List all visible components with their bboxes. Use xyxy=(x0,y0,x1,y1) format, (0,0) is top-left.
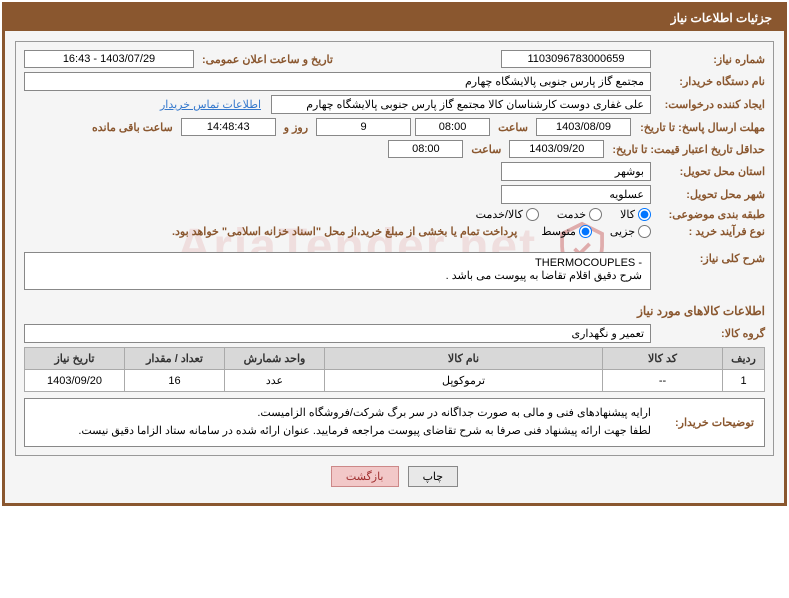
time-label-2: ساعت xyxy=(467,143,505,156)
radio-goods-label: کالا xyxy=(620,208,635,221)
th-name: نام کالا xyxy=(325,348,603,370)
buyer-notes-label: توضیحات خریدار: xyxy=(659,416,754,429)
radio-small-label: جزیی xyxy=(610,225,635,238)
announce-value: 1403/07/29 - 16:43 xyxy=(24,50,194,68)
radio-goods-input[interactable] xyxy=(638,208,651,221)
radio-goods-service-input[interactable] xyxy=(526,208,539,221)
general-desc-label: شرح کلی نیاز: xyxy=(655,252,765,265)
city-label: شهر محل تحویل: xyxy=(655,188,765,201)
th-unit: واحد شمارش xyxy=(225,348,325,370)
radio-small[interactable]: جزیی xyxy=(610,225,651,238)
hours-left: 14:48:43 xyxy=(181,118,276,136)
group-value: تعمیر و نگهداری xyxy=(24,324,651,343)
td-row: 1 xyxy=(723,370,765,392)
requester-value: علی غفاری دوست کارشناسان کالا مجتمع گاز … xyxy=(271,95,651,114)
radio-medium-label: متوسط xyxy=(541,225,576,238)
radio-service-label: خدمت xyxy=(557,208,586,221)
radio-medium[interactable]: متوسط xyxy=(541,225,592,238)
td-unit: عدد xyxy=(225,370,325,392)
radio-goods[interactable]: کالا xyxy=(620,208,651,221)
button-row: چاپ بازگشت xyxy=(15,456,774,493)
province-label: استان محل تحویل: xyxy=(655,165,765,178)
th-row: ردیف xyxy=(723,348,765,370)
print-button[interactable]: چاپ xyxy=(408,466,459,487)
th-qty: تعداد / مقدار xyxy=(125,348,225,370)
content-area: AriaTender.net شماره نیاز: 1103096783000… xyxy=(5,31,784,503)
announce-label: تاریخ و ساعت اعلان عمومی: xyxy=(198,53,337,66)
validity-date: 1403/09/20 xyxy=(509,140,604,158)
radio-goods-service-label: کالا/خدمت xyxy=(476,208,523,221)
general-desc-line1: THERMOCOUPLES - xyxy=(33,257,642,269)
days-left: 9 xyxy=(316,118,411,136)
response-date: 1403/08/09 xyxy=(536,118,631,136)
td-date: 1403/09/20 xyxy=(25,370,125,392)
back-button[interactable]: بازگشت xyxy=(331,466,399,487)
purchase-type-radio-group: جزیی متوسط xyxy=(541,225,651,238)
td-code: -- xyxy=(603,370,723,392)
radio-service-input[interactable] xyxy=(589,208,602,221)
buyer-contact-link[interactable]: اطلاعات تماس خریدار xyxy=(160,98,267,111)
buyer-notes-text: ارایه پیشنهادهای فنی و مالی به صورت جداگ… xyxy=(35,405,651,440)
group-label: گروه کالا: xyxy=(655,327,765,340)
purchase-type-label: نوع فرآیند خرید : xyxy=(655,225,765,238)
radio-small-input[interactable] xyxy=(638,225,651,238)
province-value: بوشهر xyxy=(501,162,651,181)
buyer-notes-box: توضیحات خریدار: ارایه پیشنهادهای فنی و م… xyxy=(24,398,765,447)
response-time: 08:00 xyxy=(415,118,490,136)
th-code: کد کالا xyxy=(603,348,723,370)
days-label: روز و xyxy=(280,121,312,134)
radio-service[interactable]: خدمت xyxy=(557,208,602,221)
city-value: عسلویه xyxy=(501,185,651,204)
th-date: تاریخ نیاز xyxy=(25,348,125,370)
items-table: ردیف کد کالا نام کالا واحد شمارش تعداد /… xyxy=(24,347,765,392)
response-deadline-label: مهلت ارسال پاسخ: تا تاریخ: xyxy=(635,121,765,134)
general-desc-box: THERMOCOUPLES - شرح دقیق اقلام تقاضا به … xyxy=(24,252,651,290)
validity-label: حداقل تاریخ اعتبار قیمت: تا تاریخ: xyxy=(608,143,765,156)
remain-label: ساعت باقی مانده xyxy=(88,121,177,134)
buyer-org-label: نام دستگاه خریدار: xyxy=(655,75,765,88)
td-name: ترموکوپل xyxy=(325,370,603,392)
radio-goods-service[interactable]: کالا/خدمت xyxy=(476,208,539,221)
main-container: جزئیات اطلاعات نیاز AriaTender.net شماره… xyxy=(2,2,787,506)
need-no-label: شماره نیاز: xyxy=(655,53,765,66)
time-label-1: ساعت xyxy=(494,121,532,134)
payment-note: پرداخت تمام یا بخشی از مبلغ خرید،از محل … xyxy=(172,225,517,238)
td-qty: 16 xyxy=(125,370,225,392)
buyer-org-value: مجتمع گاز پارس جنوبی پالایشگاه چهارم xyxy=(24,72,651,91)
need-no-value: 1103096783000659 xyxy=(501,50,651,68)
validity-time: 08:00 xyxy=(388,140,463,158)
category-radio-group: کالا خدمت کالا/خدمت xyxy=(476,208,651,221)
table-row: 1 -- ترموکوپل عدد 16 1403/09/20 xyxy=(25,370,765,392)
page-title: جزئیات اطلاعات نیاز xyxy=(5,5,784,31)
form-panel: AriaTender.net شماره نیاز: 1103096783000… xyxy=(15,41,774,456)
table-header-row: ردیف کد کالا نام کالا واحد شمارش تعداد /… xyxy=(25,348,765,370)
category-label: طبقه بندی موضوعی: xyxy=(655,208,765,221)
radio-medium-input[interactable] xyxy=(579,225,592,238)
items-section-title: اطلاعات کالاهای مورد نیاز xyxy=(24,304,765,318)
general-desc-line2: شرح دقیق اقلام تقاضا به پیوست می باشد . xyxy=(33,269,642,282)
requester-label: ایجاد کننده درخواست: xyxy=(655,98,765,111)
